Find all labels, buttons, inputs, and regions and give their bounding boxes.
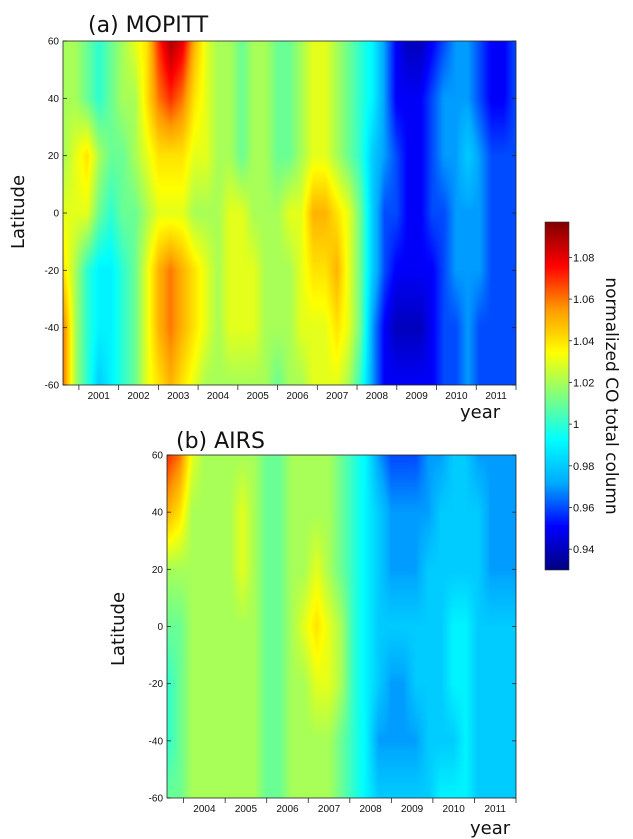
x-tick-label-airs: 2007 xyxy=(318,804,341,815)
y-tick-label-mopitt: 0 xyxy=(53,209,59,220)
x-tick-label-airs: 2006 xyxy=(276,804,299,815)
x-tick-label-airs: 2011 xyxy=(484,804,506,815)
colorbar-gradient xyxy=(544,221,570,571)
x-tick-label-airs: 2004 xyxy=(193,804,216,815)
y-axis-label-airs: Latitude xyxy=(108,592,129,666)
colorbar: 1.08 1.06 1.04 1.02 1 0.98 0.96 0.94 normalized… xyxy=(544,221,621,571)
heatmap-airs xyxy=(167,455,516,798)
x-tick-label-mopitt: 2009 xyxy=(406,391,429,402)
x-tick-label-airs: 2005 xyxy=(235,804,258,815)
colorbar-tick-label: 1 xyxy=(573,419,579,431)
x-tick-label-mopitt: 2001 xyxy=(88,391,111,402)
y-axis-label-mopitt: Latitude xyxy=(8,175,29,249)
y-tick-label-airs: -20 xyxy=(149,679,164,690)
colorbar-tick-label: 1.08 xyxy=(573,252,594,264)
y-tick-label-airs: 60 xyxy=(152,451,164,462)
panel-airs: (b) AIRS Latitude year 60 40 20 0 -20 -40 -60 2… xyxy=(108,429,517,839)
x-axis-label-airs: year xyxy=(470,818,511,839)
x-axis-label-mopitt: year xyxy=(460,402,501,423)
heatmap-mopitt xyxy=(63,41,516,385)
x-tick-label-mopitt: 2007 xyxy=(326,391,349,402)
y-tick-label-airs: -40 xyxy=(149,736,164,747)
y-tick-label-mopitt: 40 xyxy=(48,94,60,105)
ticks-mopitt: 60 40 20 0 -20 -40 -60 2001 2002 2003 2004 2005 2006… xyxy=(45,37,517,402)
colorbar-ticks: 1.08 1.06 1.04 1.02 1 0.98 0.96 0.94 xyxy=(569,252,594,556)
y-tick-label-airs: 0 xyxy=(157,622,163,633)
x-tick-label-airs: 2008 xyxy=(359,804,382,815)
y-tick-label-airs: -60 xyxy=(149,794,164,805)
y-tick-label-mopitt: -20 xyxy=(45,266,60,277)
y-tick-label-mopitt: 60 xyxy=(48,37,60,48)
colorbar-tick-label: 0.96 xyxy=(573,502,594,514)
x-tick-label-mopitt: 2004 xyxy=(207,391,230,402)
colorbar-tick-label: 1.06 xyxy=(573,294,594,306)
y-tick-label-mopitt: -40 xyxy=(45,323,60,334)
x-tick-label-airs: 2009 xyxy=(401,804,424,815)
x-tick-label-mopitt: 2006 xyxy=(286,391,309,402)
colorbar-label: normalized CO total column xyxy=(601,277,621,514)
y-tick-label-airs: 20 xyxy=(152,565,164,576)
colorbar-tick-label: 1.04 xyxy=(573,336,594,348)
x-tick-label-mopitt: 2002 xyxy=(127,391,150,402)
panel-title-mopitt: (a) MOPITT xyxy=(88,13,209,38)
colorbar-tick-label: 0.94 xyxy=(573,544,594,556)
y-tick-label-mopitt: 20 xyxy=(48,151,60,162)
panel-mopitt: (a) MOPITT Latitude year 60 40 20 0 -20 -40 -6… xyxy=(8,13,517,423)
x-tick-label-mopitt: 2003 xyxy=(167,391,190,402)
x-tick-label-mopitt: 2008 xyxy=(366,391,389,402)
colorbar-tick-label: 1.02 xyxy=(573,377,594,389)
y-tick-label-airs: 40 xyxy=(152,508,164,519)
x-tick-label-airs: 2010 xyxy=(443,804,466,815)
x-tick-label-mopitt: 2005 xyxy=(247,391,270,402)
x-tick-label-mopitt: 2011 xyxy=(485,391,507,402)
colorbar-tick-label: 0.98 xyxy=(573,461,594,473)
y-tick-label-mopitt: -60 xyxy=(45,381,60,392)
x-tick-label-mopitt: 2010 xyxy=(445,391,468,402)
panel-title-airs: (b) AIRS xyxy=(176,429,265,454)
ticks-airs: 60 40 20 0 -20 -40 -60 2004 2005 2006 2007 2008 2009… xyxy=(149,451,517,815)
